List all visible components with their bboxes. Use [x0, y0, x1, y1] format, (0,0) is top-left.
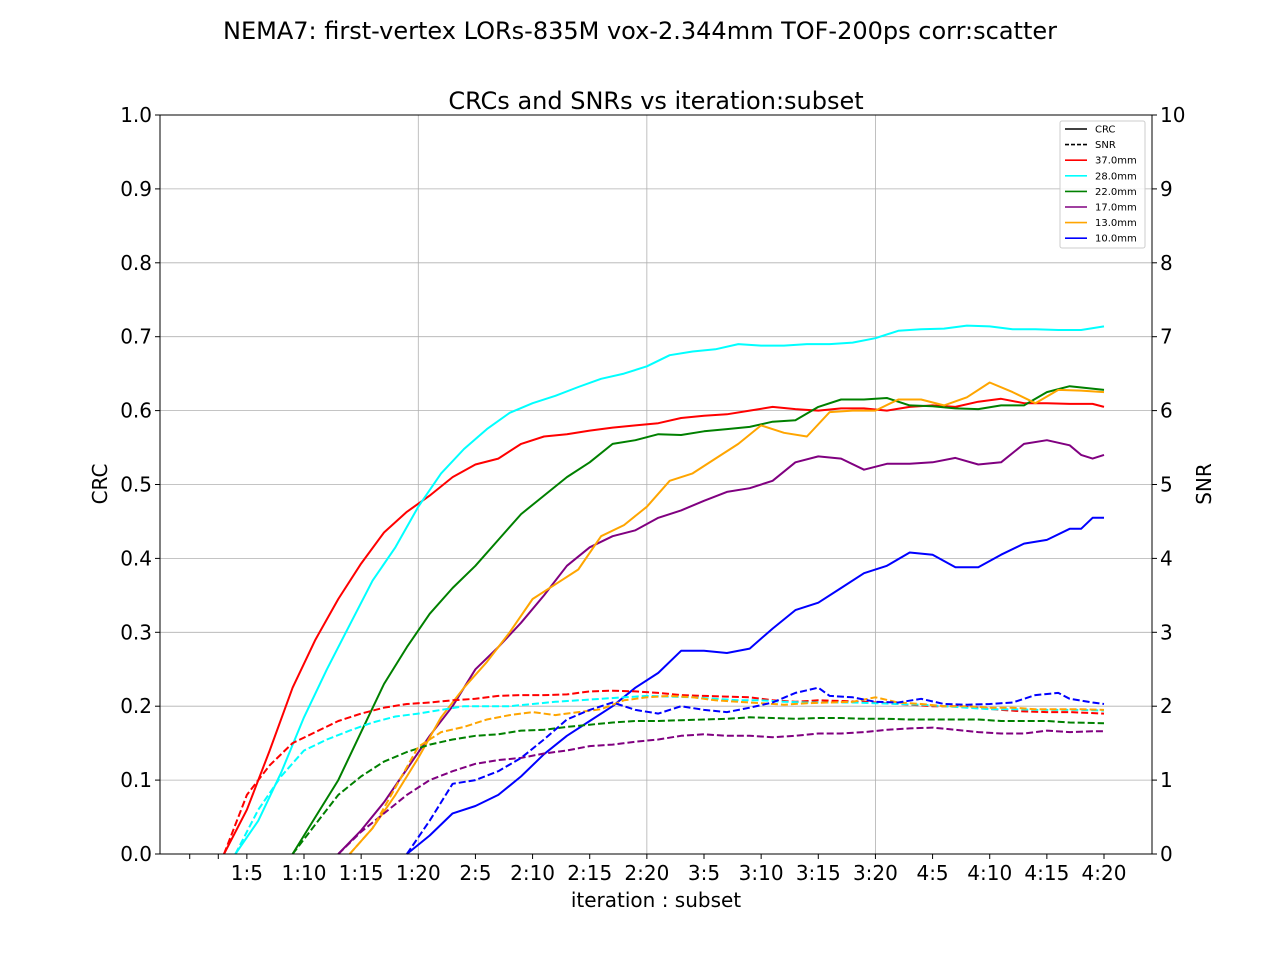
x-tick-label: 4:20 [1082, 861, 1127, 885]
series-line-crc-13-0mm [348, 381, 1105, 855]
x-tick-label: 1:20 [396, 861, 441, 885]
x-tick-label: 3:5 [688, 861, 720, 885]
y-tick-label: 0.0 [120, 842, 152, 866]
x-tick-label: 3:15 [796, 861, 841, 885]
y2-axis-ticks: 0 1 2 3 4 5 6 7 8 9 10 [1152, 103, 1185, 866]
legend-label: 13.0mm [1095, 218, 1137, 229]
figure-suptitle: NEMA7: first-vertex LORs-835M vox-2.344m… [223, 17, 1057, 45]
legend-label: CRC [1095, 125, 1115, 136]
y-tick-label: 0.1 [120, 768, 152, 792]
y2-axis-label: SNR [1192, 463, 1216, 505]
x-tick-label: 4:10 [967, 861, 1012, 885]
x-tick-label: 3:10 [739, 861, 784, 885]
series-line-crc-37-0mm [223, 397, 1105, 855]
y-tick-label: 0.9 [120, 177, 152, 201]
y2-tick-label: 1 [1160, 768, 1173, 792]
y2-tick-label: 7 [1160, 325, 1173, 349]
x-tick-label: 2:10 [510, 861, 555, 885]
chart-title: CRCs and SNRs vs iteration:subset [448, 87, 863, 115]
series-layer [223, 324, 1105, 855]
legend-box [1059, 120, 1146, 249]
legend-label: 22.0mm [1095, 187, 1137, 198]
x-tick-label: 2:15 [567, 861, 612, 885]
legend: CRC SNR 37.0mm 28.0mm 22.0mm 17.0mm 13.0mm 10.0… [1059, 120, 1146, 249]
series-line-snr-13-0mm [348, 694, 1105, 855]
series-line-snr-10-0mm [406, 686, 1105, 855]
x-tick-label: 4:15 [1024, 861, 1069, 885]
legend-label: SNR [1095, 140, 1116, 151]
series-line-crc-17-0mm [337, 439, 1105, 855]
legend-label: 37.0mm [1095, 156, 1137, 167]
x-axis-ticks: 1:5 1:10 1:15 1:20 2:5 2:10 2:15 2:20 3:5 3:10 3:1… [189, 854, 1127, 885]
series-line-snr-17-0mm [337, 726, 1104, 855]
legend-items: CRC SNR 37.0mm 28.0mm 22.0mm 17.0mm 13.0mm 10.0… [1065, 125, 1137, 245]
y-axis-ticks: 0.0 0.1 0.2 0.3 0.4 0.5 0.6 0.7 0.8 0.9 1.0 [120, 103, 160, 866]
series-line-snr-22-0mm [291, 716, 1105, 855]
y2-tick-label: 5 [1160, 473, 1173, 497]
legend-label: 10.0mm [1095, 234, 1137, 245]
series-line-crc-22-0mm [291, 385, 1105, 855]
y2-tick-label: 8 [1160, 251, 1173, 275]
y2-tick-label: 9 [1160, 177, 1173, 201]
y-tick-label: 0.4 [120, 546, 152, 570]
y-tick-label: 0.6 [120, 399, 152, 423]
x-tick-label: 2:20 [624, 861, 669, 885]
x-tick-label: 4:5 [916, 861, 948, 885]
x-tick-label: 1:5 [231, 861, 263, 885]
x-tick-label: 3:20 [853, 861, 898, 885]
y2-tick-label: 10 [1160, 103, 1185, 127]
y2-tick-label: 0 [1160, 842, 1173, 866]
series-line-crc-28-0mm [234, 324, 1105, 855]
y2-tick-label: 4 [1160, 546, 1173, 570]
y-tick-label: 0.7 [120, 325, 152, 349]
x-tick-label: 1:10 [282, 861, 327, 885]
x-tick-label: 1:15 [339, 861, 384, 885]
x-axis-label: iteration : subset [571, 888, 741, 912]
y2-tick-label: 3 [1160, 620, 1173, 644]
legend-label: 17.0mm [1095, 203, 1137, 214]
y-axis-label: CRC [88, 464, 112, 505]
legend-label: 28.0mm [1095, 171, 1137, 182]
series-line-snr-28-0mm [234, 694, 1105, 855]
y2-tick-label: 2 [1160, 694, 1173, 718]
y-tick-label: 0.3 [120, 620, 152, 644]
y2-tick-label: 6 [1160, 399, 1173, 423]
x-tick-label: 2:5 [459, 861, 491, 885]
y-tick-label: 0.5 [120, 473, 152, 497]
y-tick-label: 0.2 [120, 694, 152, 718]
y-tick-label: 0.8 [120, 251, 152, 275]
y-tick-label: 1.0 [120, 103, 152, 127]
series-line-crc-10-0mm [406, 516, 1104, 855]
